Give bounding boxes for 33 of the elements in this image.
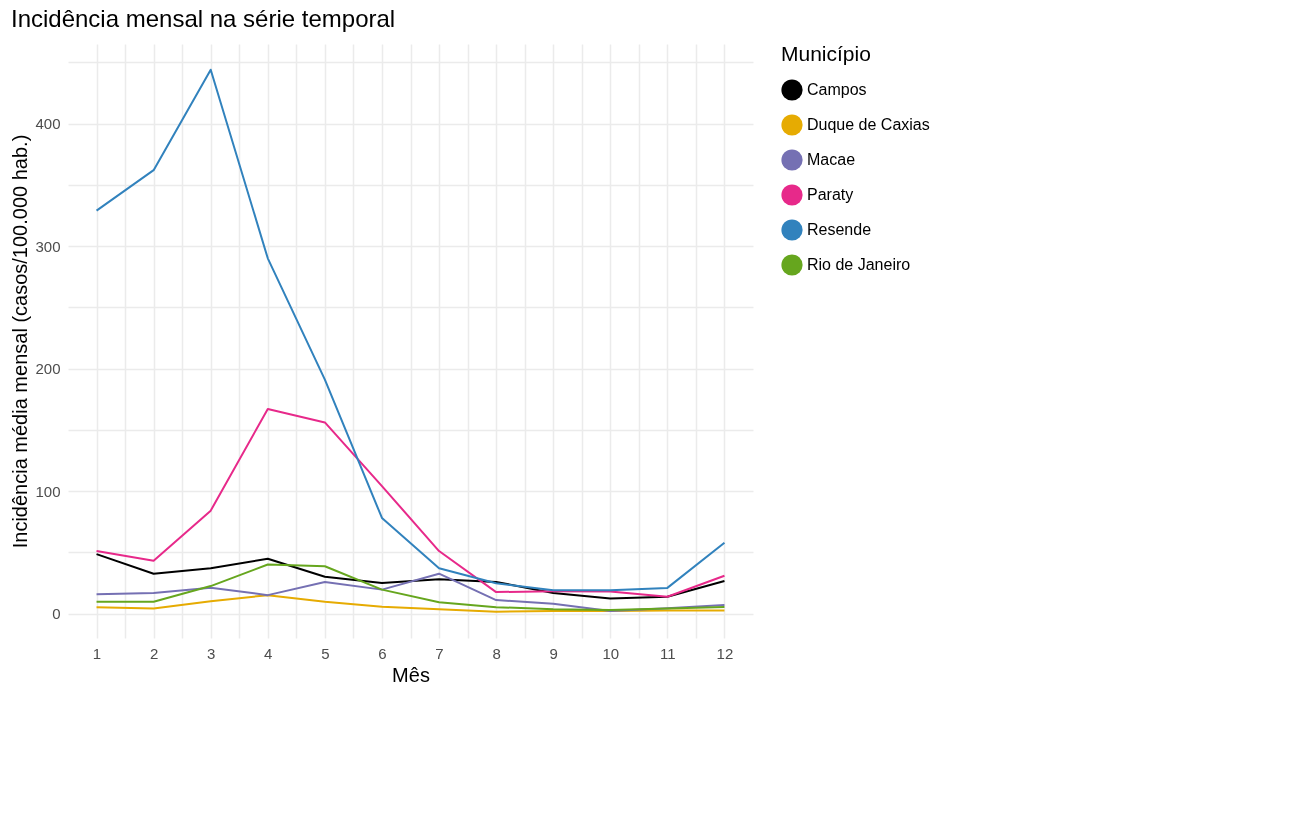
y-tick-label: 300 (35, 237, 61, 255)
y-tick-label: 200 (35, 360, 61, 378)
x-tick-label: 4 (264, 644, 273, 662)
y-axis-title: Incidência média mensal (casos/100.000 hab.) (9, 134, 32, 549)
x-tick-label: 6 (378, 644, 387, 662)
line-series (95, 594, 726, 613)
legend-label: Duque de Caxias (807, 116, 930, 133)
x-tick-label: 9 (549, 644, 558, 662)
y-tick-label: 400 (35, 115, 61, 133)
x-tick-label: 8 (492, 644, 501, 662)
y-tick-label: 0 (52, 605, 61, 623)
legend-label: Resende (807, 221, 872, 238)
x-tick-label: 2 (149, 644, 159, 662)
legend-label: Macae (807, 151, 856, 168)
legend-title: Município (781, 42, 871, 65)
x-tick-label: 1 (92, 644, 102, 662)
line-series (95, 563, 726, 611)
x-axis-title: Mês (392, 663, 430, 686)
line-series (95, 68, 726, 592)
x-tick-label: 12 (716, 644, 734, 662)
legend-label: Campos (807, 81, 867, 98)
x-tick-label: 3 (207, 644, 216, 662)
line-series (95, 572, 726, 613)
line-series (95, 407, 726, 598)
x-tick-label: 11 (660, 644, 676, 662)
legend-label: Paraty (807, 186, 854, 203)
line-series (95, 553, 726, 600)
chart-title: Incidência mensal na série temporal (10, 5, 396, 32)
x-tick-label: 10 (602, 644, 620, 662)
x-tick-label: 7 (435, 644, 444, 662)
x-tick-label: 5 (321, 644, 330, 662)
y-tick-label: 100 (35, 482, 61, 500)
legend-label: Rio de Janeiro (807, 256, 911, 273)
